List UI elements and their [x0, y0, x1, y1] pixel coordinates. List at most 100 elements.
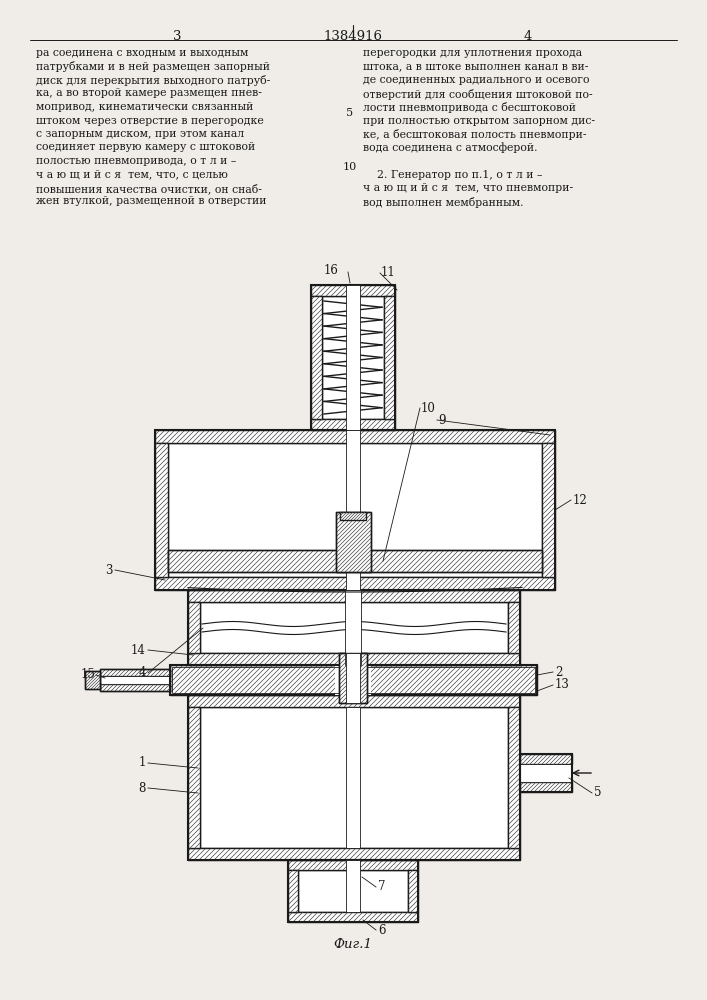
- Text: де соединенных радиального и осевого: де соединенных радиального и осевого: [363, 75, 590, 85]
- Text: 9: 9: [438, 414, 445, 426]
- Text: соединяет первую камеру с штоковой: соединяет первую камеру с штоковой: [36, 142, 255, 152]
- Bar: [100, 684, 170, 691]
- Bar: [346, 430, 360, 590]
- Text: 1: 1: [139, 756, 146, 770]
- Text: полостью пневмопривода, о т л и –: полостью пневмопривода, о т л и –: [36, 156, 236, 166]
- Bar: [311, 285, 395, 296]
- Text: патрубками и в ней размещен запорный: патрубками и в ней размещен запорный: [36, 62, 270, 73]
- Bar: [311, 285, 395, 430]
- Bar: [168, 550, 542, 572]
- Bar: [542, 443, 555, 577]
- Bar: [339, 653, 367, 703]
- Bar: [155, 430, 555, 590]
- Bar: [288, 860, 418, 922]
- Text: перегородки для уплотнения прохода: перегородки для уплотнения прохода: [363, 48, 582, 58]
- Bar: [322, 296, 384, 419]
- Text: 7: 7: [378, 880, 385, 894]
- Text: 14: 14: [131, 644, 146, 656]
- Bar: [311, 419, 395, 430]
- Text: 13: 13: [555, 678, 570, 692]
- Bar: [335, 665, 371, 695]
- Text: 15: 15: [80, 668, 95, 682]
- Text: ра соединена с входным и выходным: ра соединена с входным и выходным: [36, 48, 248, 58]
- Bar: [168, 550, 542, 572]
- Bar: [85, 671, 100, 689]
- Bar: [170, 665, 537, 695]
- Bar: [346, 707, 360, 848]
- Bar: [188, 590, 520, 665]
- Bar: [155, 443, 168, 577]
- Text: ч а ю щ и й с я  тем, что пневмопри-: ч а ю щ и й с я тем, что пневмопри-: [363, 183, 573, 193]
- Text: 10: 10: [421, 401, 436, 414]
- Bar: [520, 754, 572, 764]
- Text: 5: 5: [346, 108, 354, 118]
- Text: жен втулкой, размещенной в отверстии: жен втулкой, размещенной в отверстии: [36, 196, 267, 207]
- Bar: [200, 602, 508, 653]
- Text: штоком через отверстие в перегородке: штоком через отверстие в перегородке: [36, 115, 264, 125]
- Text: вод выполнен мембранным.: вод выполнен мембранным.: [363, 196, 523, 208]
- Text: Фиг.1: Фиг.1: [334, 938, 373, 952]
- Text: 1384916: 1384916: [324, 30, 382, 43]
- Bar: [188, 707, 200, 848]
- Bar: [520, 782, 572, 792]
- Text: 12: 12: [573, 493, 588, 506]
- Bar: [384, 296, 395, 419]
- Bar: [155, 577, 555, 590]
- Bar: [345, 590, 361, 665]
- Bar: [336, 512, 371, 572]
- Text: диск для перекрытия выходного патруб-: диск для перекрытия выходного патруб-: [36, 75, 270, 86]
- Bar: [168, 443, 542, 577]
- Bar: [188, 695, 520, 707]
- Text: 2: 2: [555, 666, 562, 678]
- Bar: [170, 665, 537, 695]
- Text: 2. Генератор по п.1, о т л и –: 2. Генератор по п.1, о т л и –: [363, 169, 542, 180]
- Bar: [188, 590, 520, 602]
- Bar: [100, 676, 170, 684]
- Bar: [188, 653, 520, 665]
- Text: 4: 4: [524, 30, 532, 43]
- Text: ке, а бесштоковая полость пневмопри-: ке, а бесштоковая полость пневмопри-: [363, 129, 587, 140]
- Text: с запорным диском, при этом канал: с запорным диском, при этом канал: [36, 129, 244, 139]
- Bar: [311, 296, 322, 419]
- Text: 16: 16: [324, 263, 339, 276]
- Text: отверстий для сообщения штоковой по-: отверстий для сообщения штоковой по-: [363, 89, 592, 100]
- Bar: [508, 707, 520, 848]
- Bar: [200, 707, 508, 848]
- Bar: [346, 653, 360, 703]
- Bar: [508, 602, 520, 653]
- Text: ч а ю щ и й с я  тем, что, с целью: ч а ю щ и й с я тем, что, с целью: [36, 169, 228, 180]
- Bar: [340, 512, 366, 520]
- Text: вода соединена с атмосферой.: вода соединена с атмосферой.: [363, 142, 537, 153]
- Bar: [339, 653, 367, 703]
- Bar: [288, 870, 298, 912]
- Text: штока, а в штоке выполнен канал в ви-: штока, а в штоке выполнен канал в ви-: [363, 62, 588, 72]
- Bar: [408, 870, 418, 912]
- Bar: [336, 512, 371, 572]
- Bar: [520, 754, 572, 792]
- Bar: [188, 848, 520, 860]
- Bar: [172, 667, 535, 693]
- Bar: [188, 695, 520, 860]
- Text: 4: 4: [139, 666, 146, 680]
- Text: мопривод, кинематически связанный: мопривод, кинематически связанный: [36, 102, 253, 112]
- Bar: [100, 669, 170, 676]
- Text: при полностью открытом запорном дис-: при полностью открытом запорном дис-: [363, 115, 595, 125]
- Bar: [200, 602, 508, 653]
- Text: 8: 8: [139, 782, 146, 794]
- Bar: [100, 669, 170, 691]
- Text: 11: 11: [381, 266, 396, 279]
- Bar: [340, 512, 366, 520]
- Text: 6: 6: [378, 924, 385, 936]
- Text: ка, а во второй камере размещен пнев-: ка, а во второй камере размещен пнев-: [36, 89, 262, 99]
- Bar: [298, 870, 408, 912]
- Bar: [288, 860, 418, 870]
- Text: 3: 3: [173, 30, 181, 43]
- Bar: [200, 707, 508, 848]
- Text: 5: 5: [594, 786, 602, 800]
- Bar: [168, 443, 542, 577]
- Text: лости пневмопривода с бесштоковой: лости пневмопривода с бесштоковой: [363, 102, 576, 113]
- Text: 10: 10: [343, 162, 357, 172]
- Bar: [85, 671, 100, 689]
- Bar: [520, 764, 572, 782]
- Bar: [188, 602, 200, 653]
